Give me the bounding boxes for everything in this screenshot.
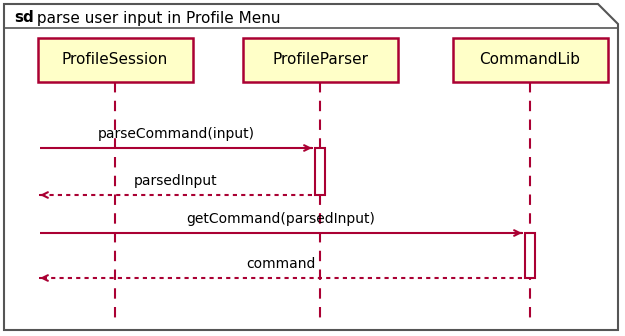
Bar [242,38,398,82]
Text: ProfileSession: ProfileSession [62,52,168,68]
Text: parseCommand(input): parseCommand(input) [98,127,254,141]
Bar [315,148,325,195]
Text: command: command [246,257,316,271]
Bar [38,38,192,82]
Text: parse user input in Profile Menu: parse user input in Profile Menu [32,10,281,26]
Text: parsedInput: parsedInput [134,174,218,188]
Text: CommandLib: CommandLib [479,52,581,68]
Bar [452,38,608,82]
Text: ProfileParser: ProfileParser [272,52,368,68]
Text: getCommand(parsedInput): getCommand(parsedInput) [186,212,376,226]
Text: sd: sd [14,10,34,26]
Bar [525,233,535,278]
